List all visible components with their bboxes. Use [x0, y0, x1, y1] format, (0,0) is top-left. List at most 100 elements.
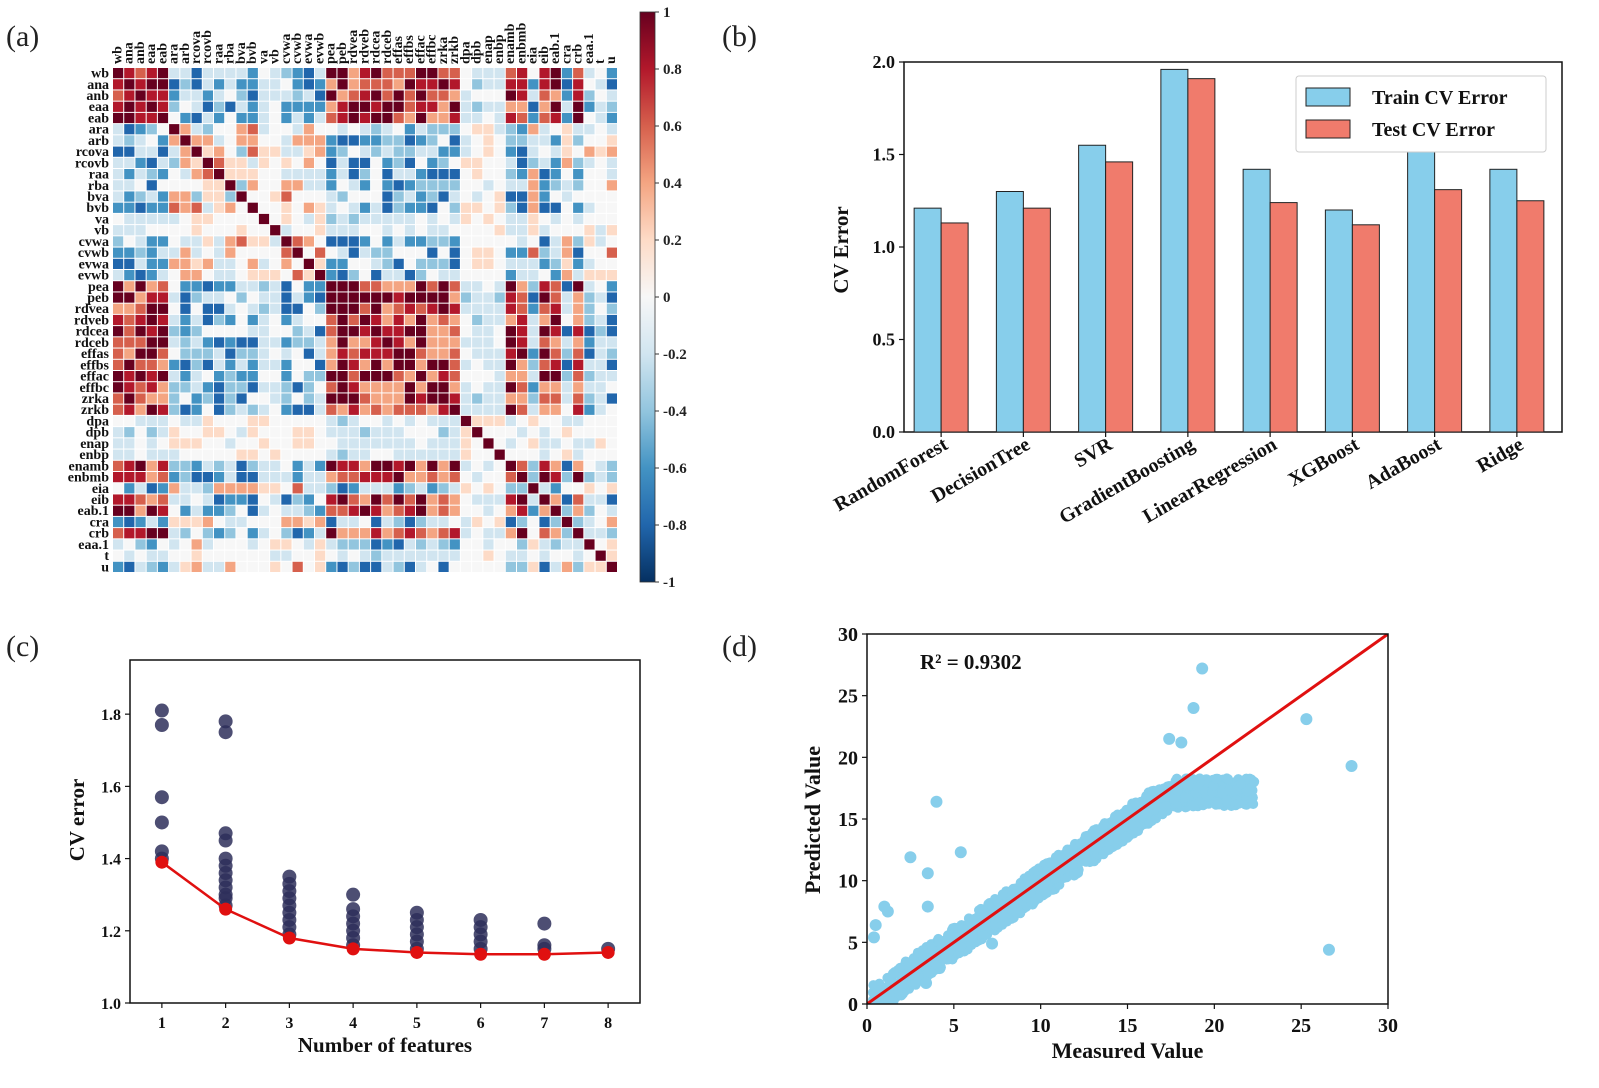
- prediction-point: [976, 928, 987, 939]
- heatmap-cell: [270, 101, 281, 112]
- heatmap-cell: [292, 393, 303, 404]
- prediction-point: [1073, 851, 1084, 862]
- heatmap-cell: [494, 539, 505, 550]
- prediction-point: [1234, 780, 1245, 791]
- heatmap-cell: [169, 348, 180, 359]
- prediction-point: [1011, 893, 1022, 904]
- prediction-point: [1039, 861, 1050, 872]
- heatmap-cell: [214, 326, 225, 337]
- heatmap-cell: [303, 539, 314, 550]
- heatmap-cell: [472, 337, 483, 348]
- prediction-point: [1197, 792, 1208, 803]
- prediction-point: [1231, 792, 1242, 803]
- heatmap-cell: [202, 460, 213, 471]
- prediction-point: [1214, 777, 1225, 788]
- prediction-point: [930, 951, 941, 962]
- prediction-point: [868, 994, 879, 1004]
- heatmap-cell: [135, 561, 146, 572]
- prediction-point: [943, 940, 954, 951]
- heatmap-col-label: bvb: [245, 41, 260, 64]
- heatmap-cell: [180, 101, 191, 112]
- heatmap-cell: [528, 337, 539, 348]
- heatmap-cell: [359, 169, 371, 180]
- heatmap-cell: [483, 303, 494, 314]
- heatmap-col-label: u: [604, 56, 619, 64]
- heatmap-cell: [427, 371, 438, 382]
- heatmap-cell: [247, 292, 258, 303]
- prediction-point: [986, 900, 997, 911]
- bar-y-tick-label: 0.0: [873, 422, 896, 442]
- heatmap-cell: [449, 135, 460, 146]
- heatmap-row-label: rcovb: [75, 156, 109, 171]
- prediction-point: [1178, 797, 1189, 808]
- heatmap-col-label: dpb: [470, 40, 485, 64]
- prediction-point: [1106, 833, 1116, 844]
- prediction-point: [998, 903, 1009, 914]
- heatmap-cell: [337, 180, 348, 191]
- prediction-point: [1085, 848, 1096, 859]
- heatmap-cell: [550, 68, 561, 79]
- heatmap-cell: [561, 303, 573, 314]
- heatmap-cell: [573, 528, 584, 539]
- heatmap-cell: [135, 404, 146, 415]
- prediction-point: [946, 945, 957, 956]
- heatmap-cell: [247, 326, 258, 337]
- rfe-point: [218, 858, 233, 873]
- prediction-point: [1170, 792, 1181, 803]
- heatmap-cell: [337, 505, 348, 516]
- heatmap-cell: [528, 225, 539, 236]
- heatmap-cell: [292, 449, 303, 460]
- prediction-point: [1042, 884, 1053, 895]
- heatmap-cell: [528, 371, 539, 382]
- prediction-point: [1093, 825, 1104, 836]
- heatmap-cell: [124, 371, 135, 382]
- heatmap-cell: [146, 90, 157, 101]
- heatmap-col-label: zrka: [436, 37, 451, 64]
- heatmap-cell: [416, 281, 427, 292]
- prediction-point: [1022, 874, 1033, 885]
- heatmap-cell: [393, 539, 404, 550]
- heatmap-cell: [236, 169, 247, 180]
- heatmap-cell: [292, 337, 303, 348]
- prediction-point: [1141, 801, 1152, 811]
- prediction-point: [1050, 874, 1061, 885]
- prediction-point: [1159, 791, 1170, 801]
- heatmap-cell: [124, 270, 135, 281]
- heatmap-cell: [505, 449, 516, 460]
- heatmap-cell: [404, 258, 415, 269]
- heatmap-cell: [517, 258, 528, 269]
- prediction-point: [1234, 779, 1245, 790]
- prediction-point: [1212, 773, 1223, 784]
- prediction-point: [1180, 788, 1191, 799]
- heatmap-cell: [505, 483, 516, 494]
- heatmap-cell: [550, 415, 561, 427]
- heatmap-cell: [438, 393, 449, 404]
- heatmap-cell: [348, 348, 359, 359]
- prediction-point: [1118, 834, 1129, 845]
- heatmap-cell: [169, 382, 180, 393]
- prediction-point: [1141, 817, 1152, 828]
- heatmap-cell: [214, 550, 225, 561]
- heatmap-cell: [393, 146, 404, 157]
- heatmap-cell: [472, 449, 483, 460]
- heatmap-cell: [561, 258, 573, 269]
- rfe-point: [218, 725, 233, 740]
- heatmap-cell: [561, 550, 573, 561]
- prediction-point: [1209, 790, 1220, 801]
- heatmap-cell: [528, 157, 539, 168]
- heatmap-cell: [494, 314, 505, 326]
- heatmap-cell: [225, 539, 236, 550]
- rfe-point: [346, 938, 361, 953]
- prediction-point: [1207, 790, 1218, 800]
- prediction-point: [891, 986, 901, 997]
- prediction-point: [1185, 782, 1196, 793]
- prediction-point: [956, 920, 967, 931]
- rfe-point: [154, 844, 169, 859]
- heatmap-cell: [416, 202, 427, 213]
- prediction-point: [988, 921, 999, 932]
- heatmap-cell: [270, 505, 281, 516]
- rfe-x-tick-label: 3: [285, 1015, 293, 1032]
- heatmap-cell: [292, 438, 303, 449]
- prediction-point: [1185, 774, 1196, 785]
- rfe-point: [537, 916, 552, 931]
